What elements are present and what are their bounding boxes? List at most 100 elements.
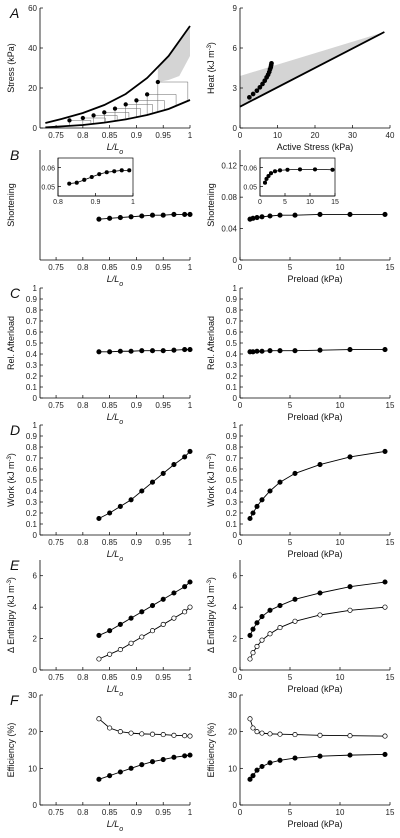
panel-c-right-xtick-label: 10 [336,401,345,410]
panel-e-left-series-1-point [182,609,188,615]
panel-f-left-ytick-label: 20 [28,728,37,737]
panel-d-right-series-0-point [259,497,265,503]
panel-e-left-xtick-label: 0.95 [155,673,171,682]
panel-e-right-series-1-point [292,618,298,624]
panel-c-right-xtick-label: 5 [288,401,293,410]
panel-a-right-point [254,88,260,94]
panel-c-right-series-0-point [254,348,260,354]
panel-a-left-loop-trace [69,120,92,126]
panel-c-left-xtick-label: 0.85 [102,401,118,410]
panel-b-left-series-0-point [149,212,156,218]
panel-a-left-point [67,118,72,123]
panel-d-right-ytick-label: 0.3 [226,498,238,507]
panel-c-left-xtick-label: 1 [188,401,193,410]
panel-e-right-series-1-point [277,625,283,631]
panel-d-left-xtick-label: 0.75 [48,538,64,547]
panel-e-right-series-1-point [382,604,388,610]
panel-a-left-loop-trace [93,115,118,124]
panel-f-left-ytick-label: 0 [33,801,38,810]
panel-c-left-xtick-label: 0.95 [155,401,171,410]
panel-f-left-xlabel: L/Lo [107,819,124,833]
panel-a-left-xlabel: L/Lo [107,142,124,156]
panel-f-left-series-0-point [96,716,102,722]
panel-d-left-letter: D [10,422,20,438]
panel-f-left-series-0-point [107,725,113,731]
panel-c-left-series-0-point [187,347,193,353]
panel-b-right-inset-point [268,171,274,176]
panel-f-right-xtick-label: 15 [386,808,395,817]
panel-c-right-series-0-point [277,348,283,354]
panel-b-left-inset-point [67,181,72,186]
panel-f-right-xtick-label: 5 [288,808,293,817]
panel-d-right-series-0-point [382,448,388,454]
panel-e-left-series-1-point [117,647,123,653]
panel-b-right-inset-xtick-label: 15 [331,199,339,206]
panel-a-left-loop-trace [146,94,177,115]
panel-a-right-ytick-label: 3 [233,84,238,93]
panel-d-left-series-0-point [107,510,113,516]
panel-e-left-xlabel: L/Lo [107,684,124,698]
panel-b-right-inset-ytick-label: 0.06 [243,166,257,173]
panel-c-left-series-0-point [182,347,188,353]
panel-b-left-series-0-point [187,211,193,217]
panel-e-left-series-0-point [96,632,102,638]
panel-e-right-xtick-label: 5 [288,673,293,682]
panel-e-right-xtick-label: 15 [386,673,395,682]
panel-a-left-point [112,106,118,111]
panel-c-left-ytick-label: 0.9 [26,295,38,304]
panel-a-right-ytick-label: 9 [233,4,238,13]
panel-b-left-xlabel: L/Lo [107,274,124,288]
panel-b-left-inset-point [119,168,124,173]
panel-e-right-series-1-point [267,631,273,637]
panel-d-right-ytick-label: 0.1 [226,520,238,529]
panel-b-right-xlabel: Preload (kPa) [287,274,342,284]
panel-f-left-series-1-point [171,754,177,760]
panel-c-right: 0 5 10 1500.10.20.30.40.50.60.70.80.91Prelo… [206,284,395,422]
panel-f-right-series-1-point [267,760,273,766]
panel-f-left-series-1-point [128,765,134,771]
panel-f-left-series-0-point [171,732,177,738]
panel-a-left-point [123,102,128,107]
panel-a-right-point [250,91,256,97]
panel-f-right-series-0-point [250,725,256,731]
panel-f-right-xtick-label: 0 [238,808,243,817]
panel-b-right-series-0-point [267,213,273,219]
panel-c-right-series-0-point [347,347,353,353]
panel-b-left-inset-xtick-label: 1 [131,199,135,206]
panel-c-right-ytick-label: 0.4 [226,350,238,359]
panel-c-left-xtick-label: 0.8 [77,401,89,410]
panel-f-left-series-0-point [182,733,188,739]
panel-f-right-series-0-line [249,718,386,737]
panel-e-right-series-1-point [250,650,256,656]
panel-d-left-xtick-label: 0.95 [155,538,171,547]
panel-a-left-ylabel: Stress (kPa) [6,43,16,93]
panel-a-left-ytick-label: 20 [28,84,37,93]
panel-d-right-ytick-label: 0 [233,531,238,540]
panel-f-left-series-1-point [139,762,145,768]
panel-b-right-inset-xtick-label: 0 [258,199,262,206]
panel-a-left-lower-curve [45,99,191,129]
panel-a-right-xtick-label: 0 [238,131,243,140]
panel-f-left-xtick-label: 0.85 [102,808,118,817]
panel-d-right: 0 5 10 1500.10.20.30.40.50.60.70.80.91Prelo… [206,421,395,559]
panel-d-left-xtick-label: 0.9 [131,538,143,547]
panel-b-right-inset-ytick-label: 0.05 [243,185,257,192]
panel-f-right-ytick-label: 30 [228,691,237,700]
panel-e-right-series-0-point [347,584,353,590]
panel-a-left-xtick-label: 0.85 [102,131,118,140]
panel-b-right-inset-point [312,167,318,172]
panel-c-right-ytick-label: 0.1 [226,383,238,392]
panel-f-right-ylabel: Efficiency (%) [206,723,216,778]
panel-a-left-xtick-label: 0.9 [131,131,143,140]
panel-d-left-series-0-point [117,503,123,509]
panel-e-left-series-0-point [107,628,113,634]
panel-b-right-series-0-point [347,211,353,217]
panel-d-left-series-0-point [160,470,166,476]
panel-d-left-ytick-label: 0.6 [26,465,38,474]
panel-c-left-ytick-label: 0.8 [26,306,38,315]
panel-f-left-xtick-label: 0.8 [77,808,89,817]
panel-a-left-xtick-label: 0.8 [77,131,89,140]
panel-a-left-xtick-label: 0.95 [155,131,171,140]
panel-a-right-ylabel: Heat (kJ m-3) [206,42,216,94]
panel-b-left-series-0-point [160,212,166,218]
